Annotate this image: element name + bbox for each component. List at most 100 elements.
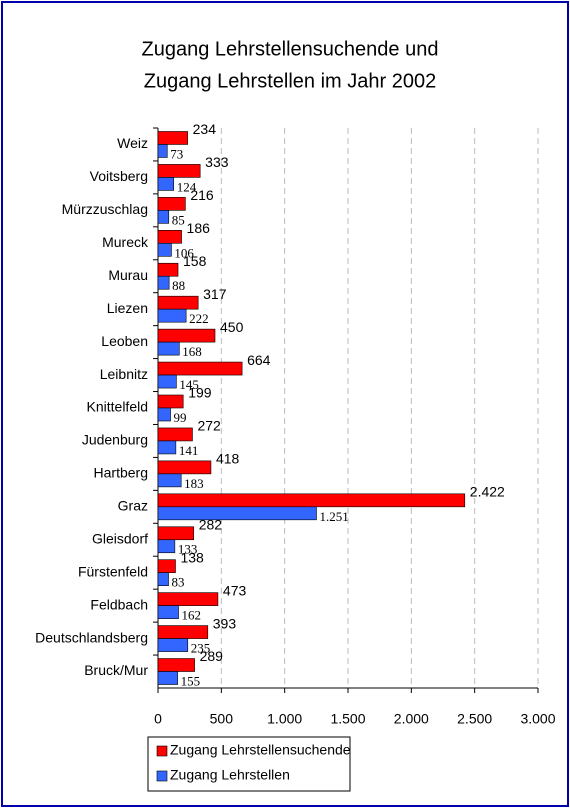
y-tick-label: Gleisdorf [92, 530, 148, 546]
legend [147, 736, 351, 792]
bar [157, 328, 216, 343]
legend-label: Zugang Lehrstellen [170, 767, 290, 783]
data-label: 282 [199, 516, 223, 532]
data-label: 333 [205, 154, 229, 170]
bar [157, 473, 182, 488]
bar [157, 592, 219, 606]
y-tick-label: Feldbach [90, 596, 148, 612]
bar [157, 262, 179, 277]
data-label: 216 [190, 187, 214, 203]
bar [157, 229, 182, 244]
y-tick-label: Weiz [117, 135, 148, 151]
bar [157, 308, 187, 323]
data-label: 289 [200, 648, 224, 664]
x-tick-label: 0 [154, 711, 162, 727]
bar [157, 559, 176, 574]
data-label: 106 [174, 245, 194, 260]
bar [157, 407, 171, 422]
bar [157, 361, 243, 376]
bar [157, 275, 170, 290]
data-label: 83 [172, 575, 185, 590]
data-label: 138 [180, 549, 204, 565]
x-tick-label: 2.000 [394, 711, 429, 727]
y-tick-label: Graz [118, 498, 148, 514]
data-label: 473 [223, 582, 247, 598]
data-label: 234 [193, 121, 217, 137]
data-label: 155 [181, 674, 201, 689]
x-tick-label: 500 [210, 711, 234, 727]
bar [157, 131, 188, 145]
bar [157, 144, 168, 158]
legend-label: Zugang Lehrstellensuchende [170, 742, 351, 758]
y-tick-label: Murau [108, 267, 148, 283]
bar [157, 394, 184, 409]
bar [157, 493, 466, 508]
y-tick-label: Leibnitz [100, 366, 148, 382]
y-tick-label: Hartberg [94, 465, 148, 481]
data-label: 183 [184, 476, 204, 491]
x-tick-label: 1.000 [267, 711, 302, 727]
bar [157, 671, 178, 685]
data-label: 235 [191, 641, 211, 656]
data-label: 162 [182, 608, 202, 623]
data-label: 393 [213, 615, 237, 631]
data-label: 418 [216, 451, 240, 467]
y-tick-label: Knittelfeld [87, 399, 148, 415]
y-tick-label: Judenburg [82, 432, 148, 448]
data-label: 186 [187, 220, 211, 236]
data-label: 450 [220, 319, 244, 335]
bar [157, 295, 199, 310]
data-label: 99 [174, 410, 187, 425]
bar [157, 164, 201, 178]
bar [157, 658, 195, 672]
bar [157, 341, 180, 356]
bar [157, 460, 212, 475]
data-label: 145 [179, 377, 199, 392]
data-label: 168 [182, 344, 202, 359]
y-tick-label: Leoben [101, 333, 148, 349]
data-label: 124 [177, 179, 197, 194]
data-label: 272 [197, 418, 221, 434]
chart-title: Zugang Lehrstellensuchende und [142, 38, 439, 60]
bar [157, 427, 193, 442]
data-label: 317 [203, 286, 227, 302]
legend-swatch [156, 770, 168, 782]
bar [157, 638, 189, 652]
bar [157, 440, 177, 455]
data-label: 88 [172, 278, 185, 293]
bar [157, 572, 169, 587]
data-label: 73 [170, 146, 183, 161]
data-label: 664 [247, 352, 271, 368]
x-tick-label: 2.500 [457, 711, 492, 727]
y-tick-label: Mürzzuschlag [62, 201, 148, 217]
bar [157, 605, 179, 619]
bar [157, 625, 209, 639]
bar [157, 210, 170, 224]
y-tick-label: Voitsberg [90, 168, 148, 184]
bar [157, 506, 317, 521]
data-label: 158 [183, 253, 207, 269]
bar [157, 539, 176, 554]
data-label: 85 [172, 212, 185, 227]
y-tick-label: Mureck [102, 234, 149, 250]
bar [157, 242, 172, 257]
chart-title: Zugang Lehrstellen im Jahr 2002 [144, 70, 436, 92]
data-label: 222 [189, 311, 209, 326]
y-tick-label: Liezen [107, 300, 148, 316]
bar [157, 526, 195, 541]
bar [157, 197, 186, 211]
bar [157, 177, 175, 191]
x-tick-label: 1.500 [330, 711, 365, 727]
y-tick-label: Bruck/Mur [84, 662, 148, 678]
x-tick-label: 3.000 [520, 711, 555, 727]
legend-swatch [156, 745, 168, 757]
data-label: 199 [188, 385, 212, 401]
y-tick-label: Deutschlandsberg [35, 629, 148, 645]
data-label: 133 [178, 542, 198, 557]
bar [157, 374, 177, 389]
data-label: 2.422 [470, 484, 505, 500]
y-tick-label: Fürstenfeld [78, 563, 148, 579]
data-label: 141 [179, 443, 199, 458]
data-label: 1.251 [319, 509, 348, 524]
